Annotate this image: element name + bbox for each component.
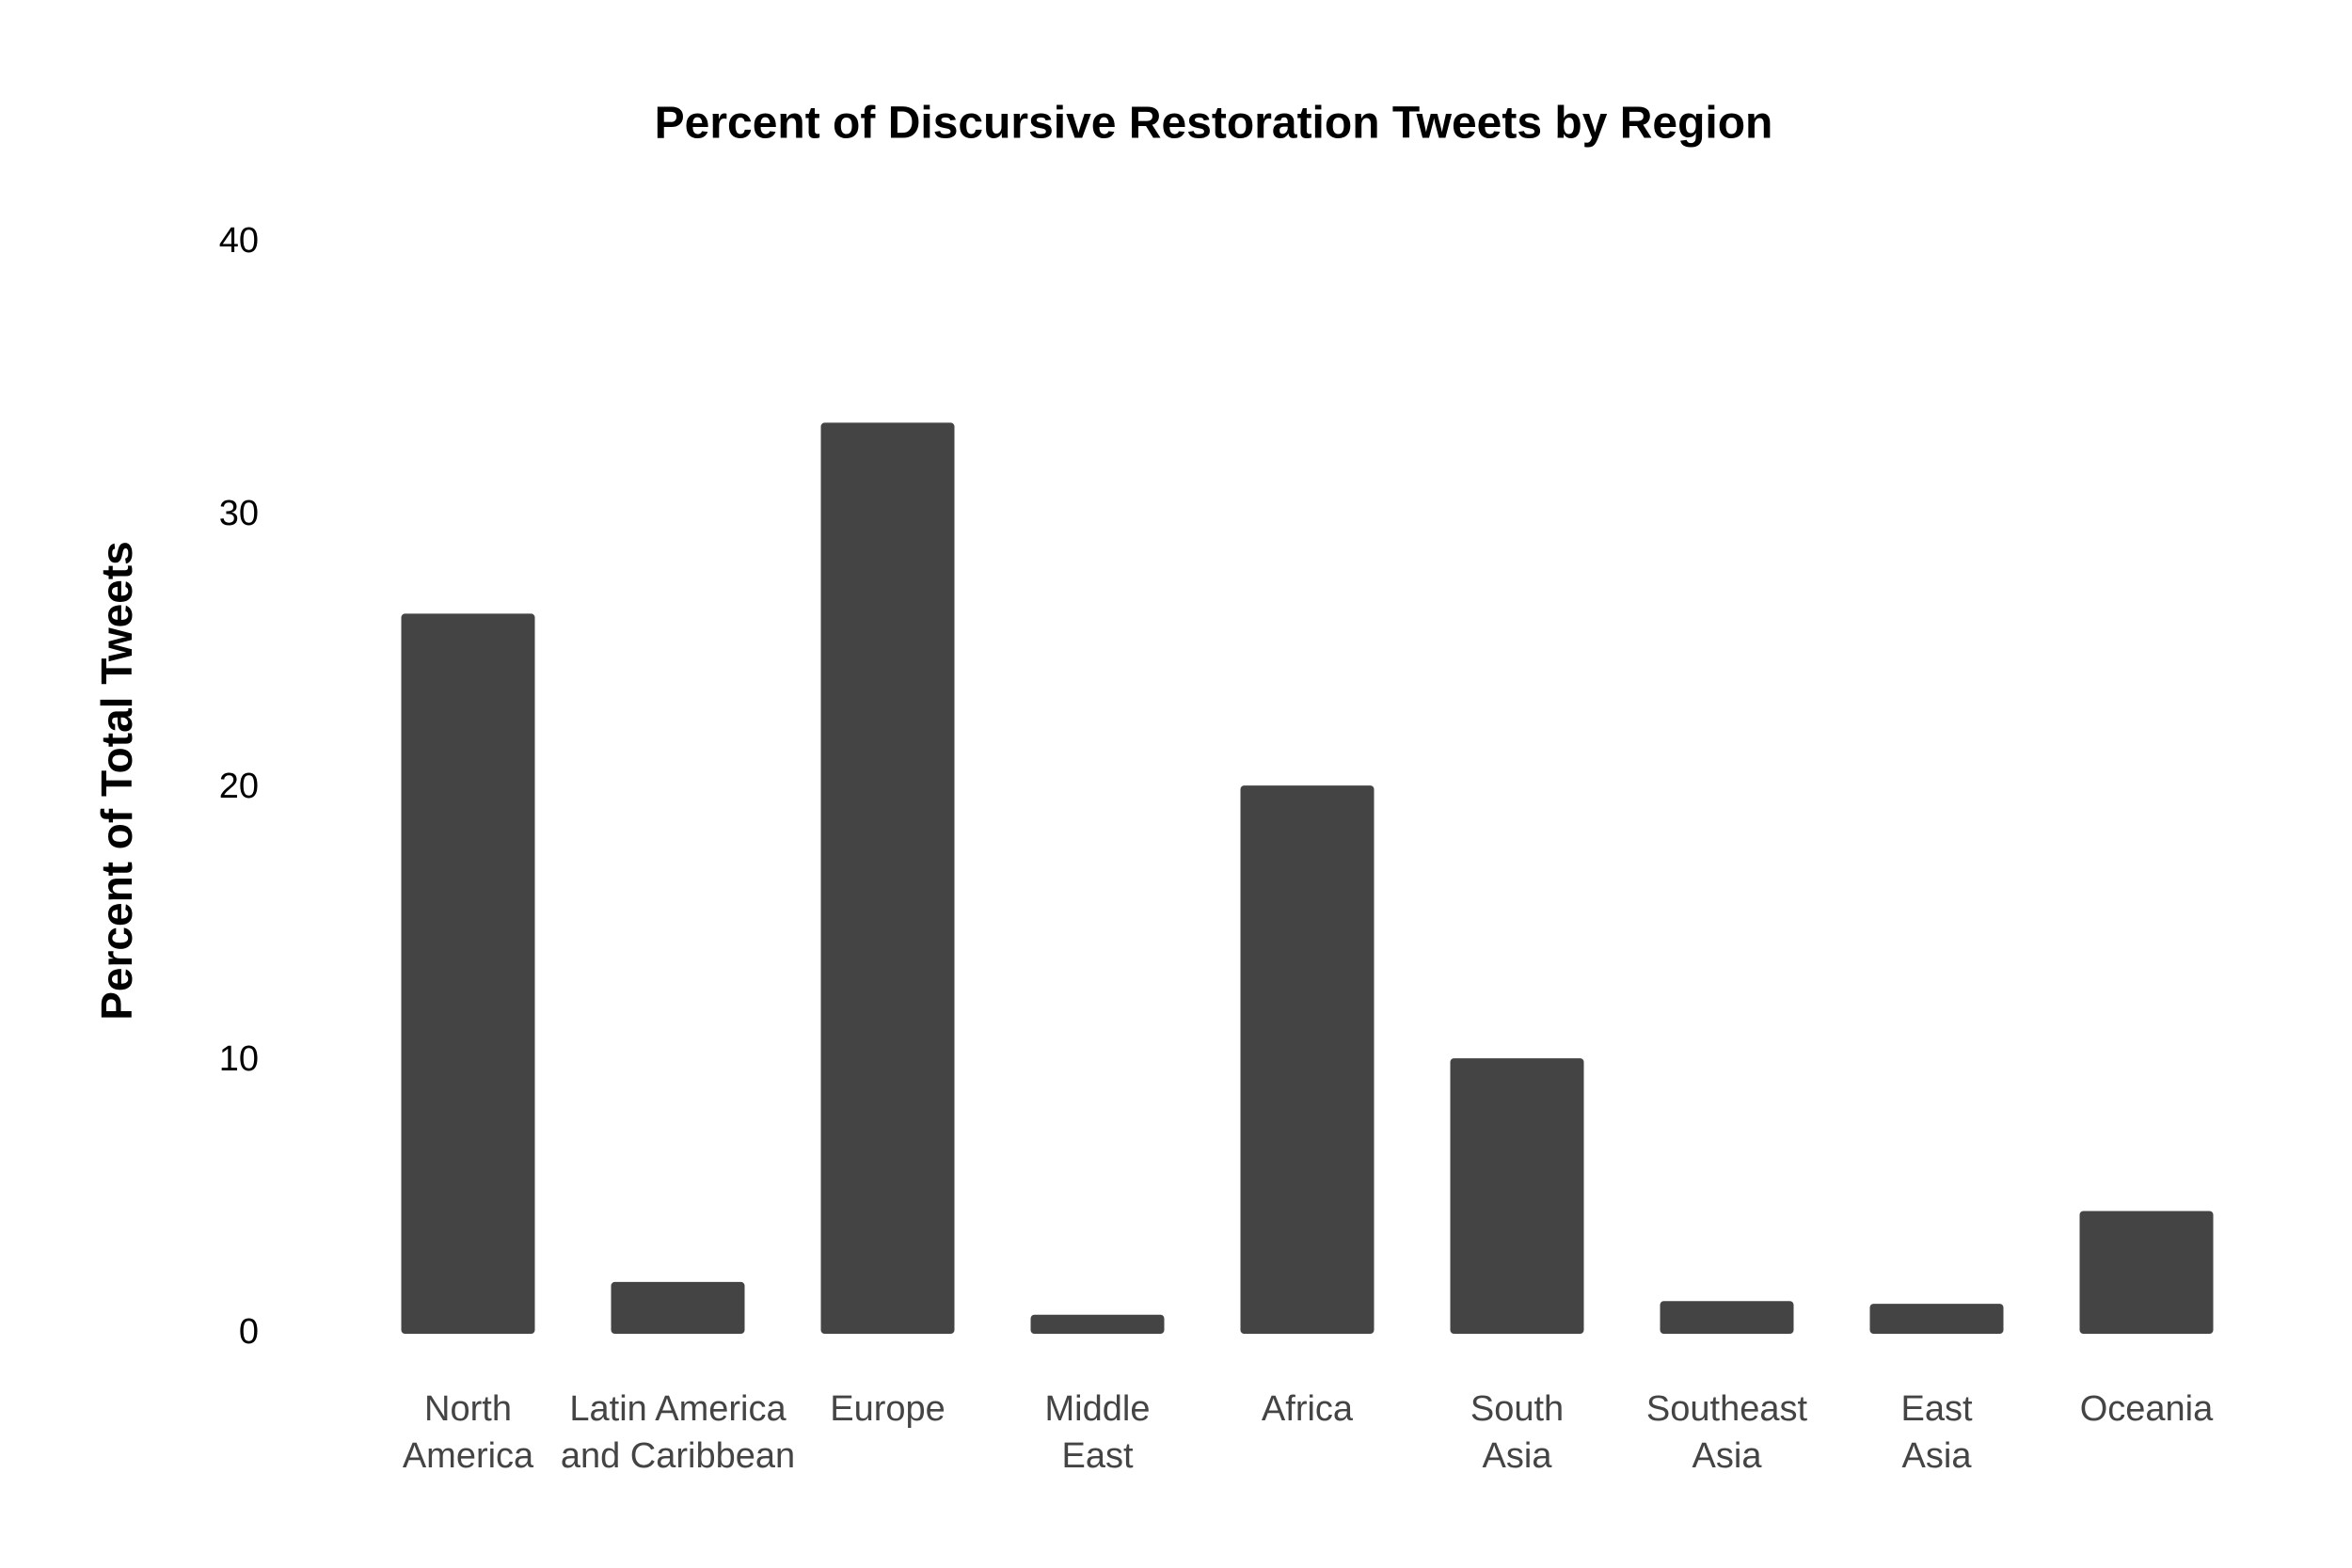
bar xyxy=(820,422,955,1334)
bar xyxy=(1240,785,1375,1334)
y-tick-label: 30 xyxy=(219,494,259,533)
bar xyxy=(611,1281,745,1334)
bar xyxy=(1660,1301,1794,1334)
x-tick-label: East Asia xyxy=(1900,1389,1972,1476)
x-tick-label: Latin America and Caribbean xyxy=(561,1389,795,1476)
x-tick-label: North America xyxy=(403,1389,534,1476)
y-axis-label: Percent of Total Tweets xyxy=(92,541,141,1021)
bar xyxy=(2079,1211,2214,1334)
bar xyxy=(401,613,535,1334)
x-tick-label: Oceania xyxy=(2080,1389,2214,1429)
y-tick-label: 0 xyxy=(239,1312,259,1352)
x-tick-label: Middle East xyxy=(1045,1389,1151,1476)
chart-title: Percent of Discursive Restoration Tweets… xyxy=(655,99,1773,149)
x-tick-label: Europe xyxy=(830,1389,946,1429)
x-tick-label: Africa xyxy=(1262,1389,1354,1429)
bar xyxy=(1030,1314,1165,1334)
x-tick-label: South Asia xyxy=(1470,1389,1564,1476)
y-tick-label: 10 xyxy=(219,1039,259,1079)
bar xyxy=(1450,1058,1584,1334)
bar xyxy=(1869,1304,2004,1334)
x-tick-label: Southeast Asia xyxy=(1646,1389,1808,1476)
y-tick-label: 40 xyxy=(219,221,259,261)
y-tick-label: 20 xyxy=(219,767,259,806)
